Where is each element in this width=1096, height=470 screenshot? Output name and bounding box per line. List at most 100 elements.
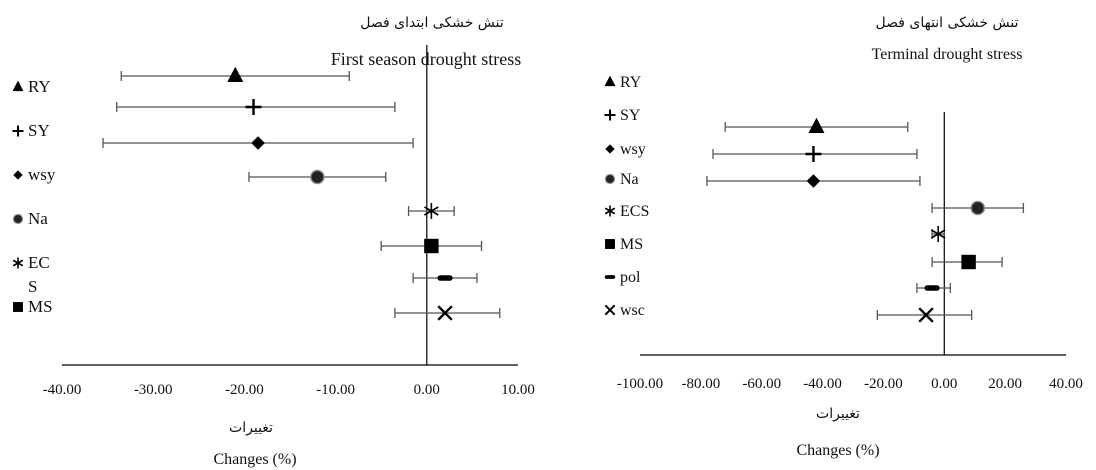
data-point-asterisk — [930, 226, 946, 242]
legend-label: SY — [28, 121, 50, 140]
legend-item: RY — [604, 74, 642, 91]
marker-square — [961, 254, 976, 270]
data-point-circle — [248, 169, 387, 185]
right-title: Terminal drought stress — [872, 46, 1023, 63]
marker-diamond — [806, 174, 821, 188]
legend-label: wsy — [28, 165, 56, 184]
legend-item: MS — [13, 297, 53, 316]
legend-marker-cross — [604, 304, 616, 316]
legend-marker-square — [13, 302, 23, 312]
data-point-square — [931, 254, 1003, 270]
left-title: First season drought stress — [331, 49, 522, 69]
marker-triangle — [808, 117, 825, 133]
legend-label: S — [28, 277, 37, 296]
legend-label: wsc — [620, 302, 645, 319]
legend-item: SY — [12, 121, 50, 140]
legend-marker-triangle — [12, 80, 24, 92]
legend-label: Na — [620, 171, 639, 188]
legend-item: EC — [12, 253, 50, 272]
legend-item: S — [28, 277, 37, 296]
data-point-diamond — [706, 174, 921, 188]
legend-marker-circle — [604, 173, 616, 185]
marker-circle — [310, 169, 325, 185]
legend-marker-plus — [604, 109, 616, 121]
legend-marker-asterisk — [12, 257, 24, 269]
marker-dash — [437, 275, 453, 281]
right-x-ticks: -100.00 -80.00 -60.00 -40.00 -20.00 0.00 20.00… — [617, 376, 1083, 392]
data-point-dash — [916, 283, 952, 293]
legend-label: wsy — [620, 141, 646, 158]
marker-plus — [805, 146, 822, 162]
data-point-cross — [876, 307, 973, 323]
legend-label: RY — [28, 77, 51, 96]
right-legend: RY SY wsy Na ECS MS pol wsc — [604, 74, 649, 319]
legend-item: wsy — [605, 141, 646, 158]
legend-label: MS — [28, 297, 53, 316]
legend-item: MS — [605, 236, 643, 253]
legend-marker-diamond — [13, 170, 23, 180]
legend-label: SY — [620, 107, 641, 124]
legend-item: Na — [12, 209, 48, 228]
right-plot-area — [640, 112, 1066, 356]
left-xlabel: Changes (%) — [213, 451, 296, 468]
x-tick-label: 20.00 — [988, 376, 1022, 392]
marker-triangle — [227, 66, 244, 82]
x-tick-label: -20.00 — [864, 376, 903, 392]
left-legend: RY SY wsy Na EC SMS — [12, 77, 56, 316]
data-point-diamond — [102, 136, 414, 150]
data-point-circle — [931, 200, 1025, 216]
legend-label: pol — [620, 269, 641, 286]
legend-marker-circle — [12, 213, 24, 225]
x-tick-label: -30.00 — [134, 382, 173, 398]
x-tick-label: -80.00 — [681, 376, 720, 392]
legend-marker-diamond — [605, 144, 615, 154]
data-point-plus — [712, 146, 918, 162]
x-tick-label: -60.00 — [742, 376, 781, 392]
right-panel-terminal: تنش خشکی انتهای فصل Terminal drought str… — [604, 15, 1083, 459]
x-tick-label: -20.00 — [225, 382, 264, 398]
legend-label: Na — [28, 209, 48, 228]
legend-label: EC — [28, 253, 50, 272]
legend-marker-square — [605, 239, 615, 249]
legend-marker-asterisk — [604, 205, 616, 217]
legend-marker-dash — [604, 275, 616, 279]
marker-dash — [924, 285, 940, 291]
legend-label: ECS — [620, 203, 649, 220]
legend-item: wsy — [13, 165, 56, 184]
marker-cross — [918, 307, 934, 323]
x-tick-label: 10.00 — [501, 382, 535, 398]
marker-square — [424, 238, 439, 254]
marker-cross — [437, 305, 453, 321]
marker-diamond — [251, 136, 265, 150]
legend-item: Na — [604, 171, 639, 188]
right-xlabel-persian: تغییرات — [816, 406, 860, 422]
x-tick-label: 0.00 — [931, 376, 957, 392]
x-tick-label: -10.00 — [316, 382, 355, 398]
marker-circle — [970, 200, 986, 216]
legend-item: ECS — [604, 203, 649, 220]
data-point-triangle — [120, 66, 350, 82]
legend-marker-plus — [12, 125, 24, 137]
left-plot-area — [62, 45, 518, 366]
legend-item: wsc — [604, 302, 645, 319]
left-panel-first-season: تنش خشکی ابتدای فصل First season drought… — [12, 15, 535, 468]
marker-plus — [245, 99, 262, 115]
data-point-cross — [394, 305, 501, 321]
legend-item: pol — [604, 269, 641, 286]
legend-marker-triangle — [604, 75, 616, 87]
x-tick-label: 40.00 — [1049, 376, 1083, 392]
data-point-asterisk — [407, 203, 455, 219]
left-title-persian: تنش خشکی ابتدای فصل — [360, 15, 504, 31]
left-x-ticks: -40.00 -30.00 -20.00 -10.00 0.00 10.00 — [43, 382, 535, 398]
left-xlabel-persian: تغییرات — [229, 420, 273, 436]
data-point-triangle — [724, 117, 909, 133]
legend-label: MS — [620, 236, 643, 253]
marker-asterisk — [424, 203, 439, 219]
legend-item: RY — [12, 77, 51, 96]
x-tick-label: 0.00 — [414, 382, 440, 398]
marker-asterisk — [930, 226, 946, 242]
data-point-square — [380, 238, 483, 254]
data-point-dash — [412, 273, 478, 283]
data-point-plus — [116, 99, 396, 115]
